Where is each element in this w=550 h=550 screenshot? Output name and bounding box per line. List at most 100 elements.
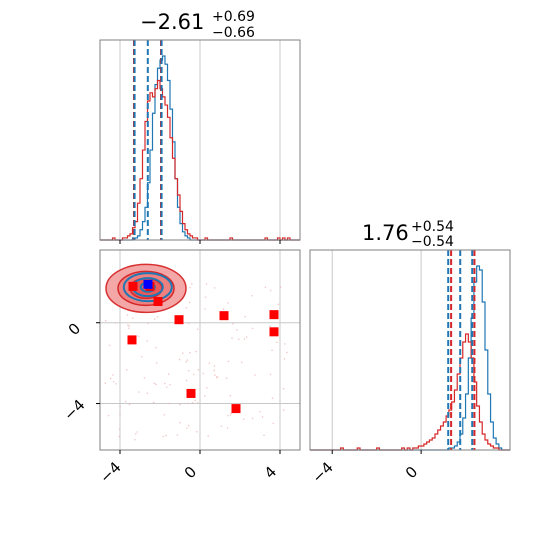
sample-point — [227, 414, 229, 417]
red-square-marker — [231, 404, 241, 414]
sample-point — [272, 422, 275, 425]
red-square-marker — [127, 335, 137, 345]
sample-point — [282, 387, 285, 390]
scatter-y-tick-label: −4 — [60, 396, 88, 424]
sample-point — [251, 417, 254, 420]
sample-point — [127, 327, 130, 329]
red-square-marker — [128, 281, 138, 291]
sample-point — [125, 369, 128, 371]
sample-point — [114, 322, 117, 324]
sample-point — [119, 413, 121, 415]
sample-point — [179, 421, 181, 424]
sample-point — [189, 286, 191, 289]
sample-point — [112, 374, 114, 376]
sample-point — [264, 286, 267, 289]
sample-point — [167, 373, 170, 375]
sample-point — [213, 287, 216, 289]
scatter-x-tick-label: 0 — [181, 463, 200, 482]
sample-point — [204, 395, 206, 397]
hist-param-1-panel — [99, 39, 301, 244]
sample-point — [213, 365, 216, 367]
red-square-marker — [269, 327, 279, 337]
sample-point — [263, 434, 265, 437]
sample-point — [187, 424, 190, 427]
sample-point — [227, 302, 229, 304]
sample-point — [244, 315, 246, 318]
sample-point — [271, 397, 274, 400]
red-square-marker — [269, 310, 279, 320]
sample-point — [269, 373, 272, 376]
sample-point — [188, 351, 191, 354]
sample-point — [104, 382, 107, 385]
sample-point — [259, 410, 261, 413]
sample-point — [229, 414, 232, 416]
sample-point — [196, 328, 199, 330]
sample-point — [240, 361, 243, 364]
sample-point — [128, 403, 131, 406]
sample-point — [190, 283, 193, 285]
hist2-frame — [309, 249, 511, 451]
red-square-marker — [153, 297, 163, 307]
sample-point — [154, 318, 156, 320]
red-square-marker — [219, 311, 229, 321]
sample-point — [242, 418, 245, 420]
sample-point — [185, 360, 188, 363]
sample-point — [104, 319, 107, 322]
sample-point — [282, 409, 285, 411]
hist-param-2-panel: −4 0 — [309, 249, 511, 487]
sample-point — [118, 435, 121, 438]
sample-point — [138, 391, 140, 393]
red-square-marker — [186, 388, 196, 398]
hist2-title-median: 1.76 — [362, 221, 409, 245]
sample-point — [251, 294, 253, 297]
sample-point — [276, 341, 278, 344]
sample-point — [134, 433, 137, 435]
sample-point — [188, 322, 190, 325]
sample-point — [128, 325, 130, 327]
sample-point — [165, 434, 167, 437]
sample-point — [168, 402, 170, 405]
sample-point — [186, 359, 189, 361]
sample-point — [132, 317, 134, 319]
sample-point — [279, 286, 282, 288]
sample-point — [163, 413, 166, 416]
sample-point — [108, 344, 111, 347]
sample-point — [112, 380, 115, 383]
sample-point — [143, 377, 146, 379]
sample-point — [169, 383, 171, 386]
sample-point — [176, 434, 179, 436]
sample-point — [126, 314, 129, 316]
sample-point — [202, 372, 205, 375]
sample-point — [254, 374, 256, 376]
sample-point — [220, 425, 223, 428]
sample-point — [178, 358, 181, 361]
sample-point — [196, 402, 199, 404]
sample-point — [269, 289, 272, 292]
sample-point — [225, 377, 228, 380]
sample-point — [115, 383, 117, 385]
sample-point — [187, 369, 190, 372]
sample-point — [185, 379, 188, 382]
sample-point — [164, 382, 166, 385]
sample-point — [191, 401, 194, 404]
sample-point — [197, 369, 200, 371]
sample-point — [155, 383, 157, 386]
sample-point — [243, 338, 246, 340]
sample-point — [237, 338, 240, 340]
sample-point — [222, 308, 225, 310]
sample-point — [229, 394, 232, 397]
sample-point — [118, 428, 121, 430]
sample-point — [245, 336, 248, 338]
sample-point — [146, 392, 149, 395]
hist2-x-tick-label: 0 — [402, 463, 421, 482]
blue-square-marker — [143, 279, 153, 289]
sample-point — [226, 427, 229, 429]
sample-point — [231, 337, 233, 339]
sample-point — [146, 340, 149, 342]
sample-point — [251, 327, 254, 330]
scatter-2d-panel: −4 0 4 0 −4 — [60, 249, 301, 487]
red-square-marker — [174, 315, 184, 325]
sample-point — [182, 352, 184, 354]
sample-point — [185, 427, 188, 429]
